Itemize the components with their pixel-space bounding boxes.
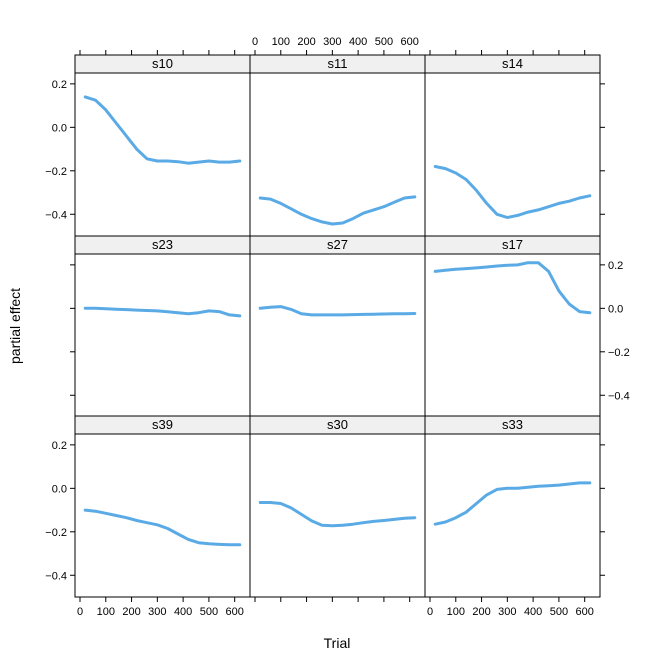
strip-label-s11: s11 (328, 56, 348, 71)
series-line-s33 (433, 481, 592, 526)
panel-s11: s11 (249, 54, 426, 237)
x-tick-label: 300 (323, 36, 341, 48)
x-tick-label: 600 (401, 36, 419, 48)
plot-area-s17 (424, 253, 601, 418)
x-tick-label: 500 (550, 606, 568, 618)
y-tick-label: 0.0 (52, 122, 67, 134)
plot-area-s10 (74, 72, 251, 237)
y-tick-label: 0.2 (608, 260, 623, 272)
plot-area-s27 (249, 253, 426, 418)
strip-label-s33: s33 (502, 417, 523, 432)
panel-s33: s33 (424, 415, 601, 598)
x-tick-label: 200 (297, 36, 315, 48)
y-tick-label: −0.2 (45, 527, 67, 539)
y-tick-label: 0.2 (52, 440, 67, 452)
x-tick-label: 400 (524, 606, 542, 618)
plot-area-s30 (249, 433, 426, 598)
panel-s10: s10 (74, 54, 251, 237)
y-tick-label: 0.2 (52, 79, 67, 91)
plot-area-s14 (424, 72, 601, 237)
series-line-s39 (83, 508, 242, 547)
x-tick-label: 0 (252, 36, 258, 48)
panel-s27: s27 (249, 235, 426, 418)
y-tick-label: −0.4 (45, 209, 67, 221)
x-tick-label: 300 (498, 606, 516, 618)
x-tick-label: 600 (576, 606, 594, 618)
panel-s39: s39 (74, 415, 251, 598)
series-line-s17 (433, 261, 592, 315)
strip-label-s14: s14 (502, 56, 523, 71)
series-line-s11 (258, 195, 417, 226)
plot-area-s33 (424, 433, 601, 598)
y-tick-label: −0.4 (45, 570, 67, 582)
plot-area-s39 (74, 433, 251, 598)
series-line-s10 (83, 95, 242, 165)
y-tick-label: −0.2 (608, 347, 630, 359)
panels-layer: s10 s11 s14 s23 s27 s17 s39 s30 s33 (74, 54, 601, 598)
x-tick-label: 100 (272, 36, 290, 48)
strip-label-s17: s17 (502, 237, 523, 252)
x-tick-label: 500 (375, 36, 393, 48)
strip-label-s30: s30 (327, 417, 348, 432)
plot-area-s23 (74, 253, 251, 418)
y-tick-label: 0.0 (608, 303, 623, 315)
axes-layer: 0.2 0.0 −0.2 −0.4 0.2 0.0 −0.2 −0.4 0.2 0.0 −0.2 −0… (45, 36, 629, 618)
x-tick-label: 500 (200, 606, 218, 618)
x-tick-label: 200 (472, 606, 490, 618)
series-line-s14 (433, 165, 592, 219)
x-tick-label: 100 (447, 606, 465, 618)
y-tick-label: 0.0 (52, 483, 67, 495)
x-tick-label: 100 (97, 606, 115, 618)
y-tick-label: −0.2 (45, 166, 67, 178)
x-tick-label: 0 (77, 606, 83, 618)
series-line-s30 (258, 501, 417, 528)
panel-s30: s30 (249, 415, 426, 598)
x-tick-label: 400 (349, 36, 367, 48)
x-axis-title: Trial (324, 635, 351, 651)
panel-s17: s17 (424, 235, 601, 418)
x-tick-label: 600 (226, 606, 244, 618)
strip-label-s23: s23 (152, 237, 173, 252)
panel-s23: s23 (74, 235, 251, 418)
x-tick-label: 400 (174, 606, 192, 618)
panel-s14: s14 (424, 54, 601, 237)
series-line-s27 (258, 305, 417, 317)
strip-label-s27: s27 (327, 237, 348, 252)
series-line-s23 (83, 306, 242, 318)
x-tick-label: 300 (148, 606, 166, 618)
plot-area-s11 (249, 72, 426, 237)
x-tick-label: 200 (122, 606, 140, 618)
y-tick-label: −0.4 (608, 390, 630, 402)
x-tick-label: 0 (427, 606, 433, 618)
strip-label-s39: s39 (152, 417, 173, 432)
y-axis-title: partial effect (7, 288, 23, 364)
strip-label-s10: s10 (152, 56, 173, 71)
